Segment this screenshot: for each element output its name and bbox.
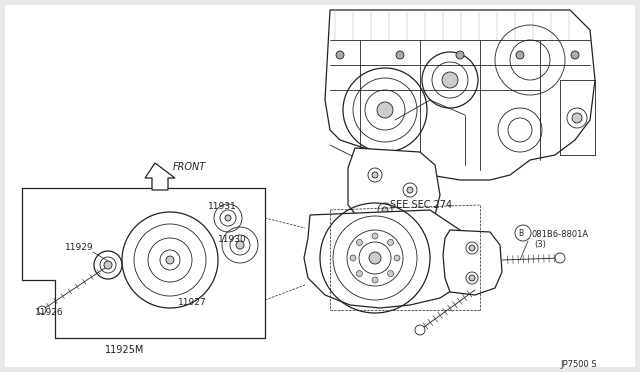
Circle shape <box>236 241 244 249</box>
Circle shape <box>571 51 579 59</box>
Circle shape <box>394 255 400 261</box>
Circle shape <box>350 255 356 261</box>
Circle shape <box>396 51 404 59</box>
Circle shape <box>407 187 413 193</box>
Text: 11925M: 11925M <box>105 345 145 355</box>
Circle shape <box>369 252 381 264</box>
Circle shape <box>456 51 464 59</box>
Circle shape <box>388 270 394 276</box>
Text: 11931: 11931 <box>208 202 237 211</box>
Circle shape <box>415 325 425 335</box>
Text: 11927: 11927 <box>178 298 207 307</box>
Circle shape <box>356 270 362 276</box>
Circle shape <box>166 256 174 264</box>
Circle shape <box>336 51 344 59</box>
Polygon shape <box>443 230 502 295</box>
Polygon shape <box>348 148 440 228</box>
Text: (3): (3) <box>534 240 546 249</box>
Circle shape <box>388 240 394 246</box>
Circle shape <box>372 277 378 283</box>
Circle shape <box>515 225 531 241</box>
Circle shape <box>372 172 378 178</box>
Text: 11926: 11926 <box>35 308 63 317</box>
Text: JP7500 S: JP7500 S <box>560 360 596 369</box>
Polygon shape <box>325 10 595 180</box>
Text: 11929: 11929 <box>65 243 93 252</box>
Circle shape <box>469 245 475 251</box>
Circle shape <box>377 102 393 118</box>
Circle shape <box>372 233 378 239</box>
Text: FRONT: FRONT <box>173 162 206 172</box>
Circle shape <box>225 215 231 221</box>
Circle shape <box>469 275 475 281</box>
Circle shape <box>572 113 582 123</box>
Circle shape <box>516 51 524 59</box>
Circle shape <box>356 240 362 246</box>
Text: B: B <box>518 228 524 237</box>
Text: 11930: 11930 <box>218 235 247 244</box>
Circle shape <box>555 253 565 263</box>
Text: 081B6-8801A: 081B6-8801A <box>531 230 588 239</box>
Circle shape <box>104 261 112 269</box>
Circle shape <box>442 72 458 88</box>
Circle shape <box>382 207 388 213</box>
Polygon shape <box>304 210 468 308</box>
Text: SEE SEC.274: SEE SEC.274 <box>390 200 452 210</box>
Polygon shape <box>145 163 175 190</box>
Circle shape <box>38 306 46 314</box>
